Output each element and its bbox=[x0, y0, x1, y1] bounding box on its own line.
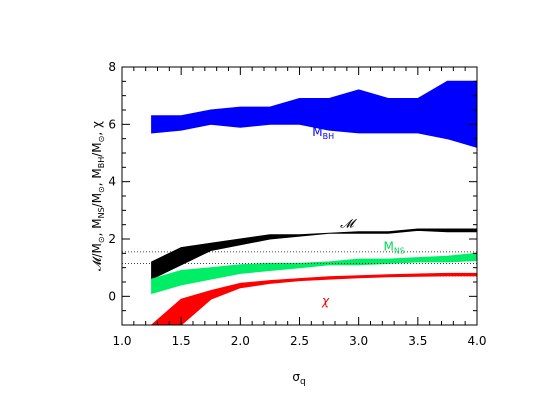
x-tick-label: 1.5 bbox=[172, 334, 191, 348]
y-tick-label: 4 bbox=[108, 175, 116, 189]
series-label-0: MBH bbox=[312, 125, 334, 141]
x-tick-label: 2.5 bbox=[290, 334, 309, 348]
ticks-layer: 1.0 1.5 2.0 2.5 3.0 3.5 4.0 0 2 4 6 8 bbox=[108, 60, 486, 348]
y-axis-label-group: 𝓜/M⊙, MNS/M⊙, MBH/M⊙, χ bbox=[90, 121, 106, 271]
x-tick-label: 1.0 bbox=[112, 334, 131, 348]
series-label-1: 𝓜 bbox=[340, 217, 357, 231]
reference-lines-layer bbox=[122, 251, 477, 277]
y-axis-label: 𝓜/M⊙, MNS/M⊙, MBH/M⊙, χ bbox=[90, 121, 106, 271]
x-tick-label: 3.0 bbox=[349, 334, 368, 348]
y-tick-label: 8 bbox=[108, 60, 116, 74]
x-tick-label: 4.0 bbox=[467, 334, 486, 348]
y-tick-label: 0 bbox=[108, 289, 116, 303]
y-tick-label: 6 bbox=[108, 117, 116, 131]
y-tick-label: 2 bbox=[108, 232, 116, 246]
x-tick-label: 2.0 bbox=[231, 334, 250, 348]
series-label-2: MNS bbox=[383, 239, 404, 255]
x-tick-label: 3.5 bbox=[408, 334, 427, 348]
series-label-3: χ bbox=[321, 294, 330, 308]
series-labels-layer: MBH 𝓜 MNS χ bbox=[312, 125, 405, 308]
